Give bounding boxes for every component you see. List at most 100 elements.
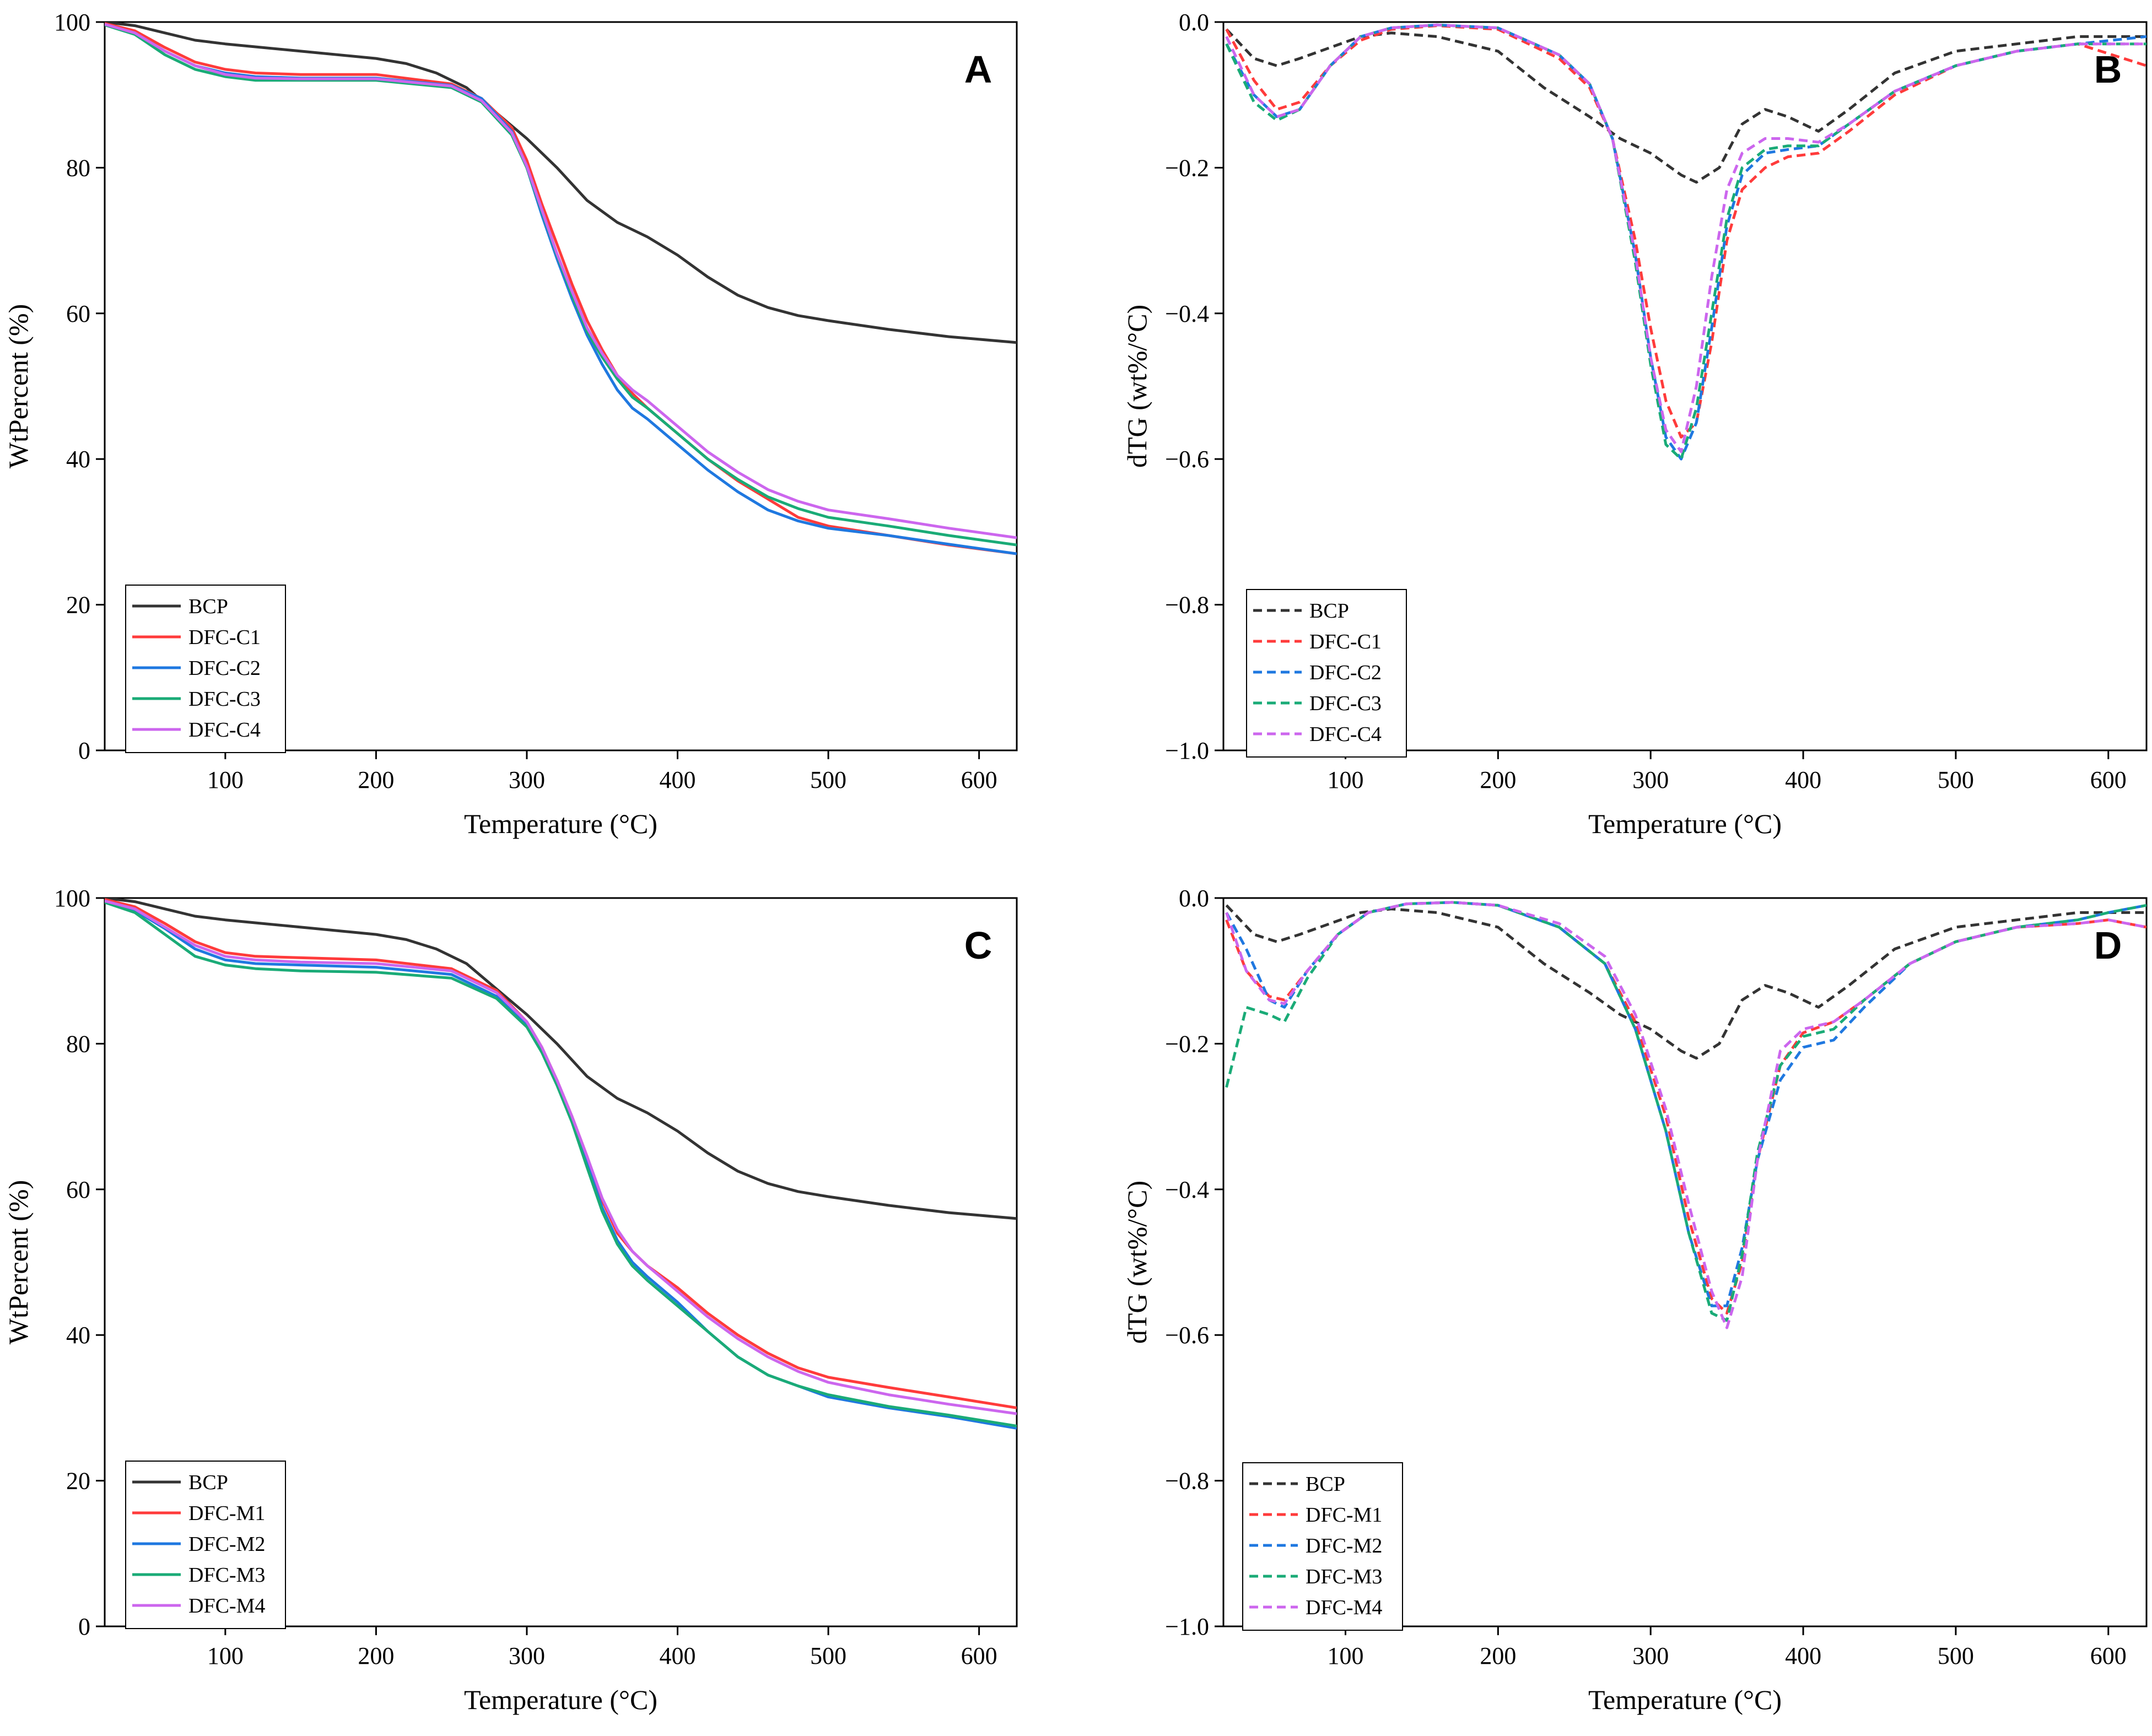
legend-label: DFC-C4 xyxy=(188,718,261,742)
legend-label: DFC-C3 xyxy=(188,688,261,711)
legend-label: DFC-C4 xyxy=(1309,723,1382,746)
series-line-dfc-m2 xyxy=(1225,901,2146,1307)
x-tick-label: 300 xyxy=(509,766,545,793)
y-axis-title: dTG (wt%/°C) xyxy=(1121,305,1152,468)
y-tick-label: 0.0 xyxy=(1179,885,1209,912)
x-tick-label: 500 xyxy=(810,766,846,793)
series-line-dfc-c3 xyxy=(105,23,1017,547)
series-line-bcp xyxy=(105,898,1017,1220)
y-tick-label: 20 xyxy=(66,592,90,619)
x-tick-label: 500 xyxy=(810,1642,846,1669)
y-tick-label: 100 xyxy=(54,9,90,36)
y-tick-label: −0.8 xyxy=(1165,592,1209,619)
legend-label: BCP xyxy=(1306,1473,1345,1496)
x-tick-label: 600 xyxy=(2090,1642,2127,1669)
y-tick-label: −0.6 xyxy=(1165,1322,1209,1349)
y-axis-title: WtPercent (%) xyxy=(3,304,34,468)
panel-b: 0.0 −0.2 −0.4 −0.6 −0.8 −1.0 100 200 300 400 500 60… xyxy=(1121,9,2148,839)
x-tick-label: 400 xyxy=(660,766,696,793)
panel-letter: D xyxy=(2094,924,2122,967)
legend-label: DFC-M2 xyxy=(188,1533,265,1556)
panel-a: 0 20 40 60 80 100 100 200 300 400 500 600 Temperatur… xyxy=(3,9,1018,839)
series-line-dfc-m4 xyxy=(105,899,1017,1415)
y-tick-label: −0.8 xyxy=(1165,1468,1209,1495)
series-line-dfc-m3 xyxy=(105,901,1017,1427)
y-tick-label: 40 xyxy=(66,446,90,473)
x-tick-label: 300 xyxy=(1632,766,1669,793)
y-tick-label: 60 xyxy=(66,1176,90,1203)
series-line-dfc-c4 xyxy=(105,23,1017,539)
x-tick-label: 400 xyxy=(1785,766,1821,793)
legend-label: DFC-C3 xyxy=(1309,692,1382,715)
x-tick-label: 200 xyxy=(1480,766,1516,793)
series-line-dfc-m3 xyxy=(1225,901,2146,1322)
x-tick-label: 100 xyxy=(207,1642,244,1669)
series-line-dfc-c1 xyxy=(1225,24,2146,439)
legend-label: BCP xyxy=(1309,599,1349,623)
series-line-dfc-m2 xyxy=(105,899,1017,1430)
y-tick-label: 80 xyxy=(66,154,90,181)
x-tick-label: 300 xyxy=(509,1642,545,1669)
x-tick-label: 200 xyxy=(358,1642,394,1669)
plot-frame xyxy=(104,897,1018,1627)
legend-label: DFC-M4 xyxy=(1306,1596,1382,1619)
series-line-dfc-m1 xyxy=(105,898,1017,1409)
x-tick-label: 600 xyxy=(961,1642,997,1669)
x-axis-title: Temperature (°C) xyxy=(1588,808,1782,839)
x-tick-label: 600 xyxy=(961,766,997,793)
x-tick-label: 400 xyxy=(1785,1642,1821,1669)
legend-label: DFC-M1 xyxy=(1306,1504,1382,1527)
legend-label: DFC-M3 xyxy=(188,1564,265,1587)
legend-label: DFC-C1 xyxy=(188,626,261,649)
legend-label: DFC-M2 xyxy=(1306,1534,1382,1557)
legend-label: DFC-M1 xyxy=(188,1502,265,1525)
legend-label: DFC-M4 xyxy=(188,1594,265,1618)
panel-c: 0 20 40 60 80 100 100 200 300 400 500 600 Temperatur… xyxy=(3,885,1018,1715)
y-tick-label: −0.4 xyxy=(1165,1176,1209,1203)
y-tick-label: 60 xyxy=(66,300,90,327)
y-tick-label: 100 xyxy=(54,885,90,912)
y-tick-label: −0.2 xyxy=(1165,154,1209,181)
x-tick-label: 400 xyxy=(660,1642,696,1669)
y-tick-label: 0 xyxy=(78,737,90,764)
x-tick-label: 200 xyxy=(1480,1642,1516,1669)
panel-d: 0.0 −0.2 −0.4 −0.6 −0.8 −1.0 100 200 300 400 500 60… xyxy=(1121,885,2148,1715)
y-tick-label: 0 xyxy=(78,1613,90,1640)
legend-label: DFC-C2 xyxy=(1309,661,1382,684)
y-tick-label: −0.2 xyxy=(1165,1030,1209,1057)
y-tick-label: 80 xyxy=(66,1030,90,1057)
series-line-dfc-c3 xyxy=(1225,23,2146,461)
series-line-dfc-m4 xyxy=(1225,901,2146,1329)
series-line-bcp xyxy=(1225,28,2146,184)
x-tick-label: 600 xyxy=(2090,766,2127,793)
y-tick-label: 20 xyxy=(66,1468,90,1495)
x-tick-label: 500 xyxy=(1938,1642,1974,1669)
x-axis-title: Temperature (°C) xyxy=(464,1684,657,1715)
series-line-bcp xyxy=(105,22,1017,344)
y-tick-label: −1.0 xyxy=(1165,1613,1209,1640)
y-tick-label: −0.4 xyxy=(1165,300,1209,327)
series-line-dfc-m1 xyxy=(1225,901,2146,1315)
y-axis-title: dTG (wt%/°C) xyxy=(1121,1181,1152,1344)
legend-label: BCP xyxy=(188,1471,228,1494)
panel-letter: A xyxy=(964,48,993,91)
y-tick-label: 0.0 xyxy=(1179,9,1209,36)
series-line-dfc-c2 xyxy=(1225,23,2146,461)
x-axis-title: Temperature (°C) xyxy=(464,808,657,839)
x-tick-label: 100 xyxy=(1327,766,1363,793)
plot-frame xyxy=(104,21,1018,751)
y-tick-label: −1.0 xyxy=(1165,737,1209,764)
y-tick-label: −0.6 xyxy=(1165,446,1209,473)
x-tick-label: 300 xyxy=(1632,1642,1669,1669)
x-tick-label: 200 xyxy=(358,766,394,793)
x-axis-title: Temperature (°C) xyxy=(1588,1684,1782,1715)
legend-label: DFC-C1 xyxy=(1309,630,1382,653)
legend-label: DFC-M3 xyxy=(1306,1565,1382,1588)
x-tick-label: 100 xyxy=(1327,1642,1363,1669)
x-tick-label: 100 xyxy=(207,766,244,793)
legend-label: DFC-C2 xyxy=(188,657,261,680)
y-axis-title: WtPercent (%) xyxy=(3,1180,34,1344)
series-line-bcp xyxy=(1225,904,2146,1060)
x-tick-label: 500 xyxy=(1938,766,1974,793)
